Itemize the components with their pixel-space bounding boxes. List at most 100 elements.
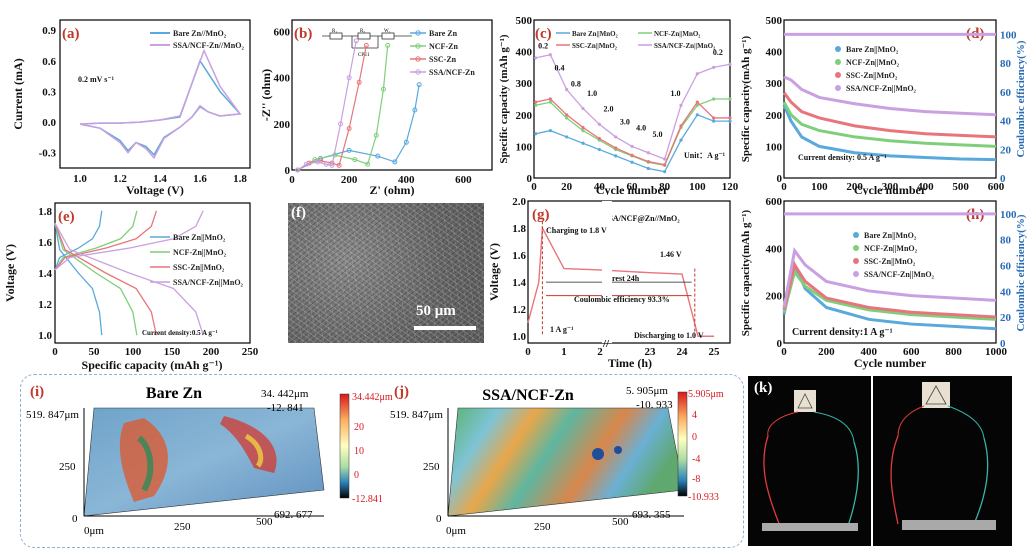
y-tick: 1.4	[38, 268, 52, 280]
y-tick: 400	[274, 73, 291, 85]
rate-point	[728, 97, 732, 101]
rate-point	[597, 122, 601, 126]
cbar-0: 0	[354, 470, 359, 481]
rate-label: 0.4	[555, 64, 565, 73]
x-tick: 200	[818, 346, 835, 358]
legend-bare: Bare Zn//MnO₂	[173, 29, 227, 38]
circuit-r2: R₂	[360, 29, 365, 34]
y2-tick: 40	[1000, 286, 1012, 298]
y2-tick: 40	[1000, 116, 1012, 128]
afm-title: SSA/NCF-Zn	[482, 387, 574, 404]
x-ticks: 0 50 100 150 200 250	[52, 346, 259, 358]
led-board-left	[794, 390, 816, 412]
rate-point	[534, 100, 538, 104]
y-tick: 0	[527, 173, 533, 185]
scan-rate-note: 0.2 mV s⁻¹	[78, 75, 115, 84]
panel-d-cycling-chart: (d) Bare Zn||MnO₂ NCF-Zn||MnO₂ SSC-Zn||M…	[738, 0, 1031, 200]
y-axis-label: -Z'' (ohm)	[260, 69, 273, 121]
y-tick: 1.0	[38, 330, 52, 342]
discharge-curve	[54, 223, 138, 336]
rate-point	[614, 135, 618, 139]
x-tick: 0	[525, 346, 531, 358]
cbar-max: 34.442μm	[352, 392, 393, 403]
z-max-label: 34. 442μm	[261, 388, 309, 400]
y-tick: 0.0	[42, 117, 56, 129]
rate-label: 3.0	[620, 117, 630, 126]
rate-point	[663, 163, 667, 167]
y-ticks: 0 200 400 600	[274, 27, 291, 177]
cv-series	[79, 48, 242, 160]
panel-c-rate-chart: (c) Bare Zn||MnO₂ NCF-Zn||MnO₂ SSC-Zn||M…	[498, 0, 738, 200]
x-axis-label: Specific capacity (mAh g⁻¹)	[82, 358, 223, 372]
y-max-label: 519. 847μm	[390, 409, 443, 421]
charge-curve	[54, 210, 204, 271]
nyquist-point	[352, 157, 358, 163]
x-tick: 1.6	[193, 173, 207, 185]
nyquist-line	[297, 45, 389, 171]
rate-point	[712, 116, 716, 120]
rate-label: 1.0	[587, 89, 597, 98]
afm-title: Bare Zn	[146, 385, 202, 402]
y-tick: 1.2	[512, 304, 526, 316]
y2-axis-label: Coulombic efficiency(%)	[1015, 40, 1027, 157]
rate-point	[679, 103, 683, 107]
y-tick: 0.3	[42, 86, 56, 98]
rate-label: 4.0	[636, 124, 646, 133]
rate-point	[630, 160, 634, 164]
y-ticks: 0 100 200 300 400 500	[516, 15, 533, 185]
rate-point	[614, 146, 618, 150]
voltage-line	[527, 225, 714, 337]
rate-point	[679, 138, 683, 142]
rate-point	[565, 135, 569, 139]
x-ticks: 0 100 200 300 400 500 600	[781, 181, 1005, 193]
x-tick: 400	[398, 174, 415, 186]
panel-b-nyquist-chart: (b) R₁ R₂ W₁ CPE1 Bare Zn NCF-Zn SSC-Zn …	[260, 0, 500, 200]
y2-tick: 80	[1000, 58, 1012, 70]
rate-point	[663, 170, 667, 174]
rate-point	[565, 113, 569, 117]
cbar-0: 0	[692, 432, 697, 443]
panel-a-label: (a)	[62, 26, 80, 42]
unit-note: Unit：A g⁻¹	[684, 151, 726, 160]
cv-curves	[79, 48, 242, 160]
rate-point	[712, 65, 716, 69]
x-tick: 60	[627, 181, 639, 193]
y2-tick: 100	[1000, 209, 1017, 221]
z-min-label: -10. 933	[636, 399, 673, 411]
nyquist-point	[380, 86, 386, 92]
x-tick: 200	[846, 181, 863, 193]
x-tick: 23	[645, 346, 657, 358]
rate-point	[728, 119, 732, 123]
y-tick: 200	[766, 291, 783, 303]
rate-label: 0.2	[713, 48, 723, 57]
x-tick: 100	[689, 181, 706, 193]
panel-j-afm-image: (j) SSA/NCF-Zn 519. 847μm 250 0 0μm 250 …	[390, 384, 724, 537]
colorbar	[339, 393, 350, 499]
nyquist-point	[346, 75, 352, 81]
x-axis-label: Voltage (V)	[126, 183, 184, 197]
legend-ncf: NCF-Zn||MnO₂	[173, 248, 227, 257]
y-ticks: 1.0 1.2 1.4 1.6 1.8	[38, 206, 52, 342]
x-tick: 600	[455, 174, 472, 186]
y2-tick: 20	[1000, 312, 1012, 324]
rate-point	[712, 97, 716, 101]
x-ticks: 0 1 2 23 24 25	[525, 346, 720, 358]
y2-tick: 100	[1000, 29, 1017, 41]
y-tick: 0	[777, 173, 783, 185]
battery-right	[902, 520, 996, 530]
y-axis-label: Voltage (V)	[3, 244, 17, 302]
charge-curve	[54, 210, 138, 271]
y-axis-label: Specific capacity(mAh g⁻¹)	[740, 209, 752, 336]
legend: Bare Zn||MnO₂ NCF-Zn||MnO₂ SSC-Zn||MnO₂ …	[150, 233, 244, 287]
y-tick: 400	[516, 47, 533, 59]
y-axis-label: Current (mA)	[11, 58, 25, 129]
cbar-m8: -8	[692, 474, 700, 485]
x-500-label: 500	[256, 516, 273, 528]
x-tick: 50	[89, 346, 101, 358]
z-min-label: -12. 841	[267, 402, 304, 414]
rate-label: 0.8	[571, 79, 581, 88]
y-ticks: 0 200 400 600	[766, 196, 783, 350]
rate-point	[646, 159, 650, 164]
nyquist-point	[416, 82, 422, 88]
legend-ssa: SSA/NCF-Zn//MnO₂	[173, 41, 244, 50]
